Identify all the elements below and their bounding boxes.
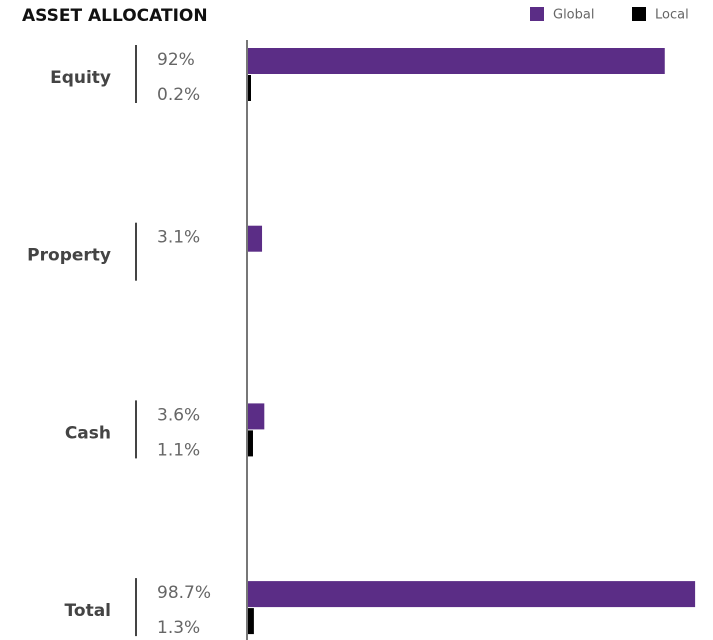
bar xyxy=(248,608,254,635)
value-label: 3.1% xyxy=(157,228,200,248)
category-label: Property xyxy=(27,246,111,266)
category-label: Total xyxy=(65,601,111,621)
legend-swatch xyxy=(530,7,544,21)
bar xyxy=(248,225,263,252)
value-label: 92% xyxy=(157,50,195,70)
value-label: 0.2% xyxy=(157,85,200,105)
value-label: 3.6% xyxy=(157,405,200,425)
legend-swatch xyxy=(632,7,646,21)
value-label: 98.7% xyxy=(157,583,211,603)
chart-title: ASSET ALLOCATION xyxy=(22,6,208,26)
legend-label: Local xyxy=(655,8,689,23)
bar xyxy=(248,403,265,430)
bar xyxy=(248,581,696,608)
bar xyxy=(248,430,253,457)
value-label: 1.1% xyxy=(157,440,200,460)
category-label: Cash xyxy=(65,423,111,443)
bar xyxy=(248,48,665,74)
category-label: Equity xyxy=(50,68,111,88)
bar xyxy=(248,75,251,101)
value-label: 1.3% xyxy=(157,618,200,638)
legend-label: Global xyxy=(553,8,594,23)
